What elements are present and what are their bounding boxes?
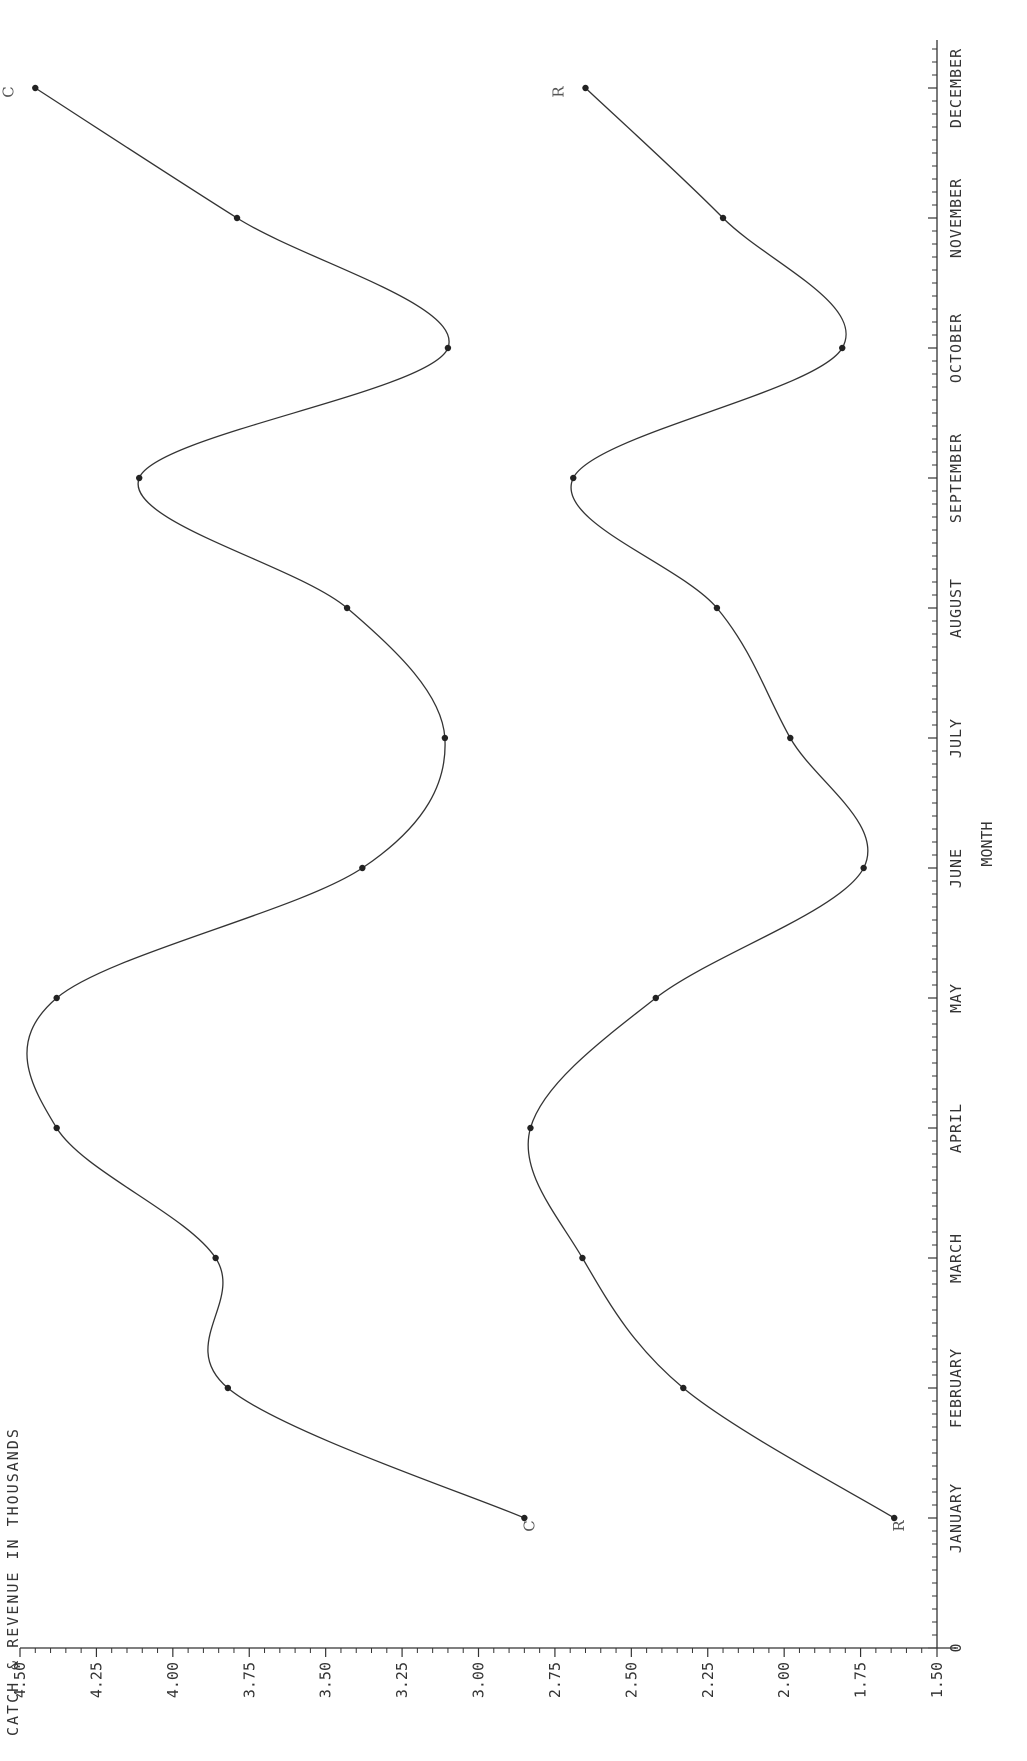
month-label-group: APRIL bbox=[947, 1103, 965, 1153]
series-point-c bbox=[53, 994, 60, 1002]
series-point-c bbox=[343, 604, 351, 612]
series-point-r bbox=[680, 1384, 687, 1392]
value-tick-label: 3.50 bbox=[317, 1662, 335, 1698]
value-tick-label-group: 3.25 bbox=[393, 1662, 411, 1698]
value-tick-label-group: 2.25 bbox=[699, 1662, 717, 1698]
series-point-c bbox=[212, 1254, 219, 1262]
month-label-group: MARCH bbox=[947, 1233, 965, 1283]
series-point-r bbox=[582, 84, 589, 92]
ticks-layer: 1.50 1.75 2.00 2.25 2.50 2.75 3.00 3.25 3.50 3.75… bbox=[11, 48, 965, 1698]
series-point-r bbox=[579, 1254, 586, 1262]
month-label: MAY bbox=[947, 983, 965, 1013]
series-point-c bbox=[136, 474, 143, 482]
value-tick-label-group: 3.50 bbox=[317, 1662, 335, 1698]
series-name-start-c: C bbox=[520, 1520, 538, 1531]
value-tick-label-group: 2.75 bbox=[546, 1662, 564, 1698]
month-label: JUNE bbox=[947, 848, 965, 888]
series-point-c bbox=[53, 1124, 60, 1132]
series-name-label: R bbox=[890, 1520, 908, 1532]
value-tick-label: 2.50 bbox=[622, 1662, 640, 1698]
month-label: APRIL bbox=[947, 1103, 965, 1153]
series-point-c bbox=[444, 344, 452, 352]
series-point-r bbox=[527, 1124, 534, 1132]
series-point-c bbox=[233, 214, 241, 222]
month-label-group: DECEMBER bbox=[947, 48, 965, 128]
month-axis-title-text: MONTH bbox=[978, 821, 996, 866]
series-line-r bbox=[527, 87, 895, 1519]
value-tick-label: 3.75 bbox=[240, 1662, 258, 1698]
value-tick-label: 4.25 bbox=[87, 1662, 105, 1698]
series-line-c bbox=[26, 87, 525, 1519]
value-tick-label: 4.00 bbox=[164, 1662, 182, 1698]
month-label: AUGUST bbox=[947, 578, 965, 638]
month-label-group: OCTOBER bbox=[947, 313, 965, 383]
value-tick-label-group: 4.25 bbox=[87, 1662, 105, 1698]
value-tick-label-group: 1.50 bbox=[928, 1662, 946, 1698]
month-label-group: JUNE bbox=[947, 848, 965, 888]
series-name-end-c: C bbox=[0, 86, 17, 97]
series-point-c bbox=[521, 1514, 528, 1522]
series-name-label: C bbox=[0, 86, 17, 97]
month-label: JULY bbox=[947, 718, 965, 758]
series-point-r bbox=[570, 474, 577, 482]
series-point-c bbox=[441, 734, 449, 742]
month-label: MARCH bbox=[947, 1233, 965, 1283]
value-tick-label: 3.25 bbox=[393, 1662, 411, 1698]
value-tick-label: 1.75 bbox=[852, 1662, 870, 1698]
series-point-r bbox=[787, 734, 794, 742]
month-label-group: NOVEMBER bbox=[947, 178, 965, 258]
value-tick-label: 4.50 bbox=[11, 1662, 29, 1698]
series-point-r bbox=[839, 344, 846, 352]
month-origin-label-group: 0 bbox=[947, 1643, 965, 1652]
month-label: JANUARY bbox=[947, 1483, 965, 1553]
month-label-group: JANUARY bbox=[947, 1483, 965, 1553]
month-label: SEPTEMBER bbox=[947, 433, 965, 523]
series-name-end-r: R bbox=[549, 86, 567, 98]
series-name-start-r: R bbox=[890, 1520, 908, 1532]
series-point-r bbox=[860, 864, 867, 872]
value-tick-label-group: 2.00 bbox=[775, 1662, 793, 1698]
value-tick-label: 2.75 bbox=[546, 1662, 564, 1698]
month-label-group: AUGUST bbox=[947, 578, 965, 638]
series-point-c bbox=[32, 84, 39, 92]
value-tick-label-group: 4.50 bbox=[11, 1662, 29, 1698]
value-tick-label-group: 3.75 bbox=[240, 1662, 258, 1698]
series-point-r bbox=[652, 994, 659, 1002]
series-name-label: R bbox=[549, 86, 567, 98]
month-axis-title: MONTH bbox=[978, 821, 996, 866]
value-tick-label: 1.50 bbox=[928, 1662, 946, 1698]
series-point-c bbox=[224, 1384, 232, 1392]
month-label: OCTOBER bbox=[947, 313, 965, 383]
series-point-r bbox=[719, 214, 727, 222]
value-tick-label-group: 3.00 bbox=[470, 1662, 488, 1698]
value-axis-title: CATCH & REVENUE IN THOUSANDS bbox=[4, 1427, 22, 1736]
value-tick-label: 3.00 bbox=[470, 1662, 488, 1698]
month-label-group: JULY bbox=[947, 718, 965, 758]
month-label-group: SEPTEMBER bbox=[947, 433, 965, 523]
value-tick-label-group: 4.00 bbox=[164, 1662, 182, 1698]
value-tick-label-group: 1.75 bbox=[852, 1662, 870, 1698]
series-point-r bbox=[713, 604, 721, 612]
value-tick-label: 2.00 bbox=[775, 1662, 793, 1698]
series-layer: C C R R bbox=[0, 84, 908, 1532]
month-label: FEBRUARY bbox=[947, 1348, 965, 1428]
series-point-r bbox=[891, 1514, 898, 1522]
value-tick-label-group: 2.50 bbox=[622, 1662, 640, 1698]
month-label-group: MAY bbox=[947, 983, 965, 1013]
month-label: DECEMBER bbox=[947, 48, 965, 128]
series-point-c bbox=[359, 864, 366, 872]
month-label: NOVEMBER bbox=[947, 178, 965, 258]
month-label-group: FEBRUARY bbox=[947, 1348, 965, 1428]
month-origin-label: 0 bbox=[947, 1643, 965, 1652]
series-name-label: C bbox=[520, 1520, 538, 1531]
value-axis-title-text: CATCH & REVENUE IN THOUSANDS bbox=[4, 1427, 22, 1736]
value-tick-label: 2.25 bbox=[699, 1662, 717, 1698]
